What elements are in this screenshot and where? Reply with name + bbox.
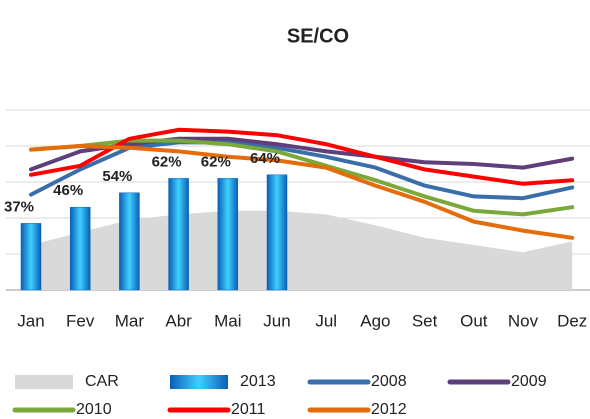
- legend-label: 2013: [240, 373, 276, 390]
- x-tick-label: Jun: [263, 311, 290, 330]
- legend-label: 2010: [76, 401, 112, 418]
- legend-swatch: [170, 375, 228, 389]
- x-tick-label: Nov: [508, 311, 539, 330]
- legend-label: 2008: [371, 373, 407, 390]
- data-label: 64%: [250, 150, 280, 167]
- x-tick-label: Set: [412, 311, 438, 330]
- bar: [69, 206, 91, 291]
- x-tick-label: Out: [460, 311, 488, 330]
- line: [29, 140, 575, 201]
- data-label: 37%: [4, 198, 34, 215]
- x-tick-label: Mar: [115, 311, 145, 330]
- legend-label: 2009: [511, 373, 547, 390]
- x-tick-label: Jul: [315, 311, 337, 330]
- legend-label: 2012: [371, 401, 407, 418]
- line: [29, 144, 575, 240]
- bar: [119, 192, 140, 291]
- legend-swatch: [15, 375, 73, 389]
- x-tick-label: Abr: [165, 311, 192, 330]
- area: [31, 210, 573, 290]
- bar: [266, 174, 288, 291]
- x-tick-label: Ago: [360, 311, 390, 330]
- chart-title: SE/CO: [287, 25, 349, 47]
- data-label: 62%: [152, 153, 182, 170]
- bar: [20, 223, 42, 291]
- legend-label: CAR: [85, 373, 119, 390]
- x-tick-label: Dez: [557, 311, 587, 330]
- x-tick-label: Fev: [66, 311, 95, 330]
- data-label: 46%: [53, 182, 83, 199]
- x-tick-label: Jan: [17, 311, 44, 330]
- data-label: 62%: [201, 153, 231, 170]
- bar: [217, 178, 239, 291]
- x-tick-label: Mai: [214, 311, 241, 330]
- bar: [168, 178, 189, 291]
- line: [29, 127, 575, 186]
- data-label: 54%: [102, 168, 132, 185]
- legend-label: 2011: [231, 401, 266, 418]
